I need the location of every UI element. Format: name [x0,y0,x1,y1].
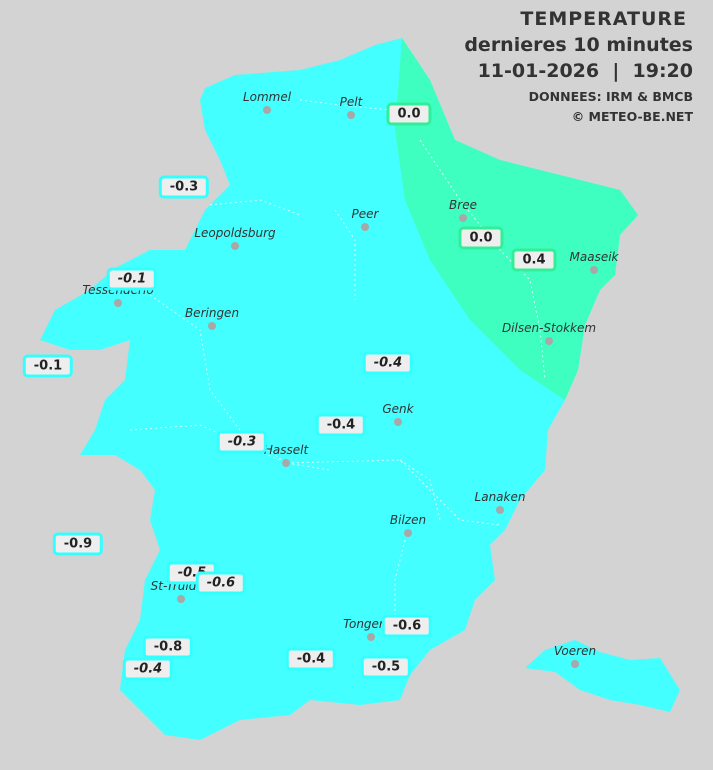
city-marker [545,337,553,345]
temperature-reading: -0.8 [142,635,194,659]
temperature-reading: -0.9 [52,532,104,556]
temperature-reading: -0.4 [285,647,337,671]
temperature-reading: -0.4 [362,351,414,375]
city-label: Genk [382,402,414,416]
city-label: Leopoldsburg [194,226,276,240]
temperature-reading: -0.3 [216,430,268,454]
city-label: Dilsen-Stokkem [501,321,597,335]
city-marker [114,299,122,307]
city-marker [263,106,271,114]
city-marker [394,418,402,426]
temperature-reading: -0.6 [381,614,433,638]
temperature-reading: -0.3 [158,175,210,199]
city-label: Maaseik [569,250,619,264]
city-marker [208,322,216,330]
data-source: DONNEES: IRM & BMCB [528,89,693,104]
temperature-reading: -0.1 [22,354,74,378]
temperature-reading: -0.1 [106,267,158,291]
city-marker [361,223,369,231]
city-marker [367,633,375,641]
temperature-reading: -0.4 [122,657,174,681]
city-label: Pelt [339,95,363,109]
city-label: Voeren [553,644,597,658]
voeren-cold-zone [525,640,680,712]
province-cold-zone [40,38,638,740]
city-label: Lanaken [474,490,526,504]
map-datetime: 11-01-2026 | 19:20 [477,60,693,82]
copyright: © METEO-BE.NET [571,109,693,124]
temperature-reading: -0.5 [360,655,412,679]
city-marker [590,266,598,274]
borders [129,99,546,620]
province-warm-zone [395,38,638,400]
temperature-reading: -0.6 [195,571,247,595]
city-marker [282,459,290,467]
map-title: TEMPERATURE [520,8,687,30]
city-marker [231,242,239,250]
city-marker [404,529,412,537]
map-subtitle: dernieres 10 minutes [464,34,693,56]
temperature-reading: 0.4 [511,248,557,272]
city-marker [496,506,504,514]
city-label: Lommel [242,90,292,104]
city-label: Hasselt [263,443,309,457]
city-label: Peer [351,207,379,221]
temperature-reading: 0.0 [386,102,432,126]
city-marker [347,111,355,119]
city-marker [571,660,579,668]
city-label: Beringen [184,306,240,320]
city-label: Bilzen [389,513,427,527]
city-label: Bree [449,198,477,212]
temperature-reading: -0.4 [315,413,367,437]
temperature-reading: 0.0 [458,226,504,250]
city-marker [459,214,467,222]
city-marker [177,595,185,603]
